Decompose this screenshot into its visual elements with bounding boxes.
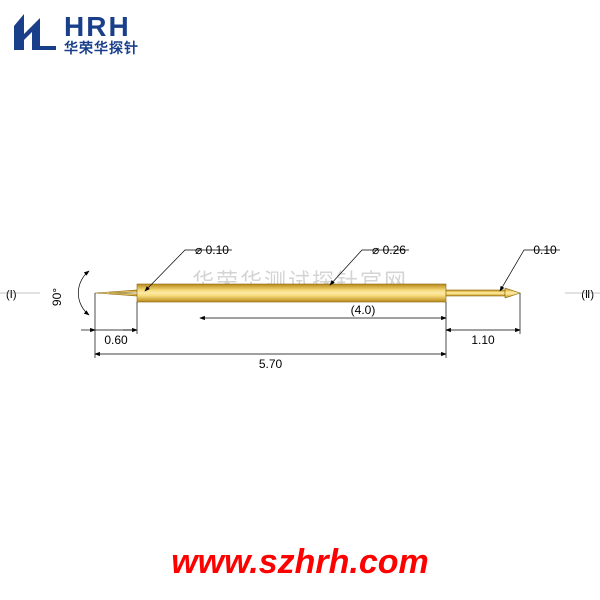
technical-diagram: 0.60 5.70 (4.0) 1.10 ⌀ 0.10 ⌀ 0.26 0.10 90° (0, 0, 600, 600)
svg-text:⌀ 0.26: ⌀ 0.26 (372, 243, 406, 257)
svg-text:5.70: 5.70 (259, 357, 283, 371)
svg-text:0.60: 0.60 (104, 333, 128, 347)
website-url: www.szhrh.com (0, 543, 600, 582)
svg-text:⌀ 0.10: ⌀ 0.10 (195, 243, 229, 257)
svg-text:0.10: 0.10 (533, 243, 557, 257)
probe-body (95, 284, 520, 302)
dimension-annotations: 0.60 5.70 (4.0) 1.10 ⌀ 0.10 ⌀ 0.26 0.10 90° (0, 243, 600, 371)
svg-text:90°: 90° (50, 288, 64, 306)
svg-text:(4.0): (4.0) (351, 303, 376, 317)
svg-text:1.10: 1.10 (471, 333, 495, 347)
